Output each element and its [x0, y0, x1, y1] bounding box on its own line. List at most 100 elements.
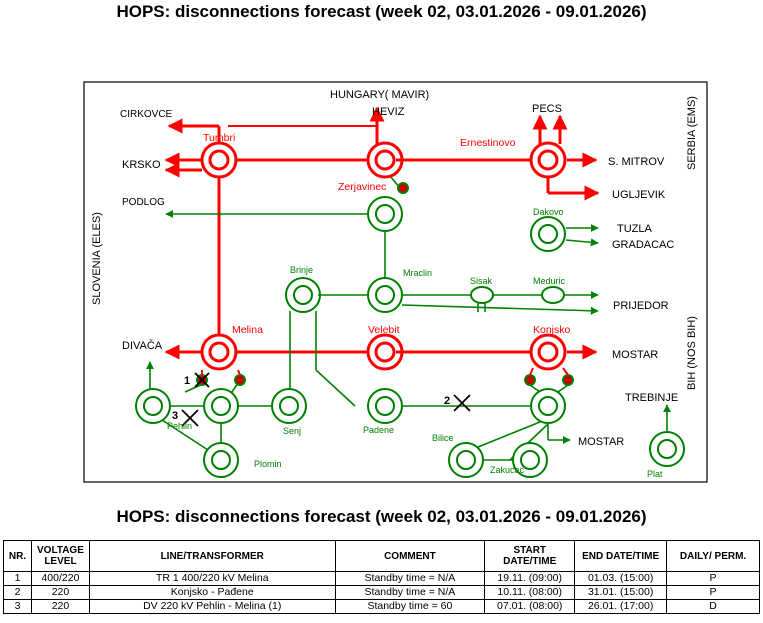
dest-ugljevik: UGLJEVIK	[612, 189, 666, 201]
station-zerjavinec[interactable]	[367, 196, 403, 232]
transformer-konjsko-2-icon	[562, 374, 574, 386]
header-line: LINE/TRANSFORMER	[88, 540, 336, 572]
header-start: START DATE/TIME	[484, 540, 576, 572]
outage-label-2: 2	[444, 395, 450, 407]
station-melina-220[interactable]	[203, 388, 239, 424]
table-title: HOPS: disconnections forecast (week 02, …	[116, 507, 647, 526]
header-start-line-2: DATE/TIME	[503, 556, 557, 567]
station-brinje[interactable]	[285, 277, 321, 313]
cell-daily: P	[666, 571, 760, 586]
station-heviz-node[interactable]	[366, 141, 404, 179]
label-plomin: Plomin	[254, 459, 282, 469]
table-header-row: NR. VOLTAGE LEVEL LINE/TRANSFORMER COMMEN…	[3, 540, 760, 572]
label-sisak: Sisak	[470, 276, 493, 286]
cell-voltage: 400/220	[30, 571, 90, 586]
disconnections-table: NR. VOLTAGE LEVEL LINE/TRANSFORMER COMMEN…	[3, 540, 760, 614]
station-plat[interactable]	[649, 431, 685, 467]
dest-divaca: DIVAČA	[122, 339, 163, 352]
dest-pecs: PECS	[532, 103, 562, 115]
label-pehlin: Pehlin	[167, 421, 192, 431]
label-ernestinovo: Ernestinovo	[460, 137, 516, 149]
dest-heviz: HEVIZ	[372, 106, 405, 118]
label-dakovo: Dakovo	[533, 207, 564, 217]
station-padene[interactable]	[367, 388, 403, 424]
station-meduric[interactable]	[541, 286, 565, 304]
cell-nr: 3	[3, 599, 32, 614]
station-tumbri[interactable]	[200, 141, 238, 179]
dest-gradacac: GRADACAC	[612, 239, 674, 251]
dest-tuzla: TUZLA	[617, 223, 653, 235]
dest-prijedor: PRIJEDOR	[613, 300, 669, 312]
lines-220kv	[146, 210, 671, 461]
station-mraclin[interactable]	[367, 277, 403, 313]
region-slovenia: SLOVENIA (ELES)	[91, 212, 103, 305]
header-start-line-1: START	[513, 545, 547, 556]
cell-end: 26.01. (17:00)	[574, 599, 668, 614]
cell-voltage: 220	[30, 599, 90, 614]
label-mraclin: Mraclin	[403, 268, 432, 278]
cell-end: 31.01. (15:00)	[574, 585, 668, 600]
station-pehlin[interactable]	[135, 388, 171, 424]
station-sisak[interactable]	[470, 286, 494, 304]
network-diagram: 1 2 3 HUNGARY( MAVIR) SERBIA (EMS) SLOVE…	[83, 81, 708, 483]
cell-comment: Standby time = 60	[334, 599, 486, 614]
label-konjsko: Konjsko	[533, 324, 571, 336]
station-konjsko-220[interactable]	[530, 388, 566, 424]
station-konjsko[interactable]	[529, 333, 567, 371]
lines-400kv	[164, 106, 600, 360]
header-daily: DAILY/ PERM.	[666, 540, 760, 572]
label-meduric: Meduric	[533, 276, 566, 286]
station-velebit[interactable]	[366, 333, 404, 371]
label-brinje: Brinje	[290, 265, 313, 275]
header-comment: COMMENT	[334, 540, 486, 572]
cell-start: 10.11. (08:00)	[484, 585, 576, 600]
station-zakucac[interactable]	[512, 442, 548, 478]
station-melina[interactable]	[200, 333, 238, 371]
station-dakovo[interactable]	[530, 216, 566, 252]
cell-line: TR 1 400/220 kV Melina	[88, 571, 336, 586]
transformer-melina-icon	[234, 374, 246, 386]
diagram-frame	[83, 81, 708, 483]
cell-comment: Standby time = N/A	[334, 585, 486, 600]
station-senj[interactable]	[271, 388, 307, 424]
cell-start: 19.11. (09:00)	[484, 571, 576, 586]
dest-mostar-1: MOSTAR	[612, 349, 658, 361]
cell-line: DV 220 kV Pehlin - Melina (1)	[88, 599, 336, 614]
table-row: 1 400/220 TR 1 400/220 kV Melina Standby…	[3, 571, 760, 586]
dest-krsko: KRSKO	[122, 159, 161, 171]
cell-daily: P	[666, 585, 760, 600]
outage-cross-icon	[181, 372, 471, 427]
page-title: HOPS: disconnections forecast (week 02, …	[116, 2, 647, 21]
table-row: 3 220 DV 220 kV Pehlin - Melina (1) Stan…	[3, 599, 760, 614]
label-senj: Senj	[283, 426, 301, 436]
header-voltage-line-1: VOLTAGE	[37, 545, 84, 556]
header-end: END DATE/TIME	[574, 540, 668, 572]
transformer-zerjavinec-icon	[397, 182, 409, 194]
dest-mostar-2: MOSTAR	[578, 436, 624, 448]
station-ernestinovo[interactable]	[529, 141, 567, 179]
cell-end: 01.03. (15:00)	[574, 571, 668, 586]
transformer-konjsko-1-icon	[524, 374, 536, 386]
header-voltage-line-2: LEVEL	[44, 556, 77, 567]
cell-daily: D	[666, 599, 760, 614]
cell-line: Konjsko - Pađene	[88, 585, 336, 600]
dest-trebinje: TREBINJE	[625, 392, 678, 404]
label-melina: Melina	[232, 324, 263, 336]
label-bilice: Bilice	[432, 433, 454, 443]
station-bilice[interactable]	[448, 442, 484, 478]
dest-s-mitrov: S. MITROV	[608, 156, 665, 168]
cell-nr: 2	[3, 585, 32, 600]
region-serbia: SERBIA (EMS)	[686, 96, 698, 170]
label-plat: Plat	[647, 469, 663, 479]
outage-label-1: 1	[184, 375, 190, 387]
station-plomin[interactable]	[203, 442, 239, 478]
dest-cirkovce: CIRKOVCE	[120, 109, 173, 120]
cell-start: 07.01. (08:00)	[484, 599, 576, 614]
cell-comment: Standby time = N/A	[334, 571, 486, 586]
label-padene: Padene	[363, 425, 394, 435]
label-zerjavinec: Zerjavinec	[338, 181, 386, 193]
header-voltage: VOLTAGE LEVEL	[30, 540, 90, 572]
dest-podlog: PODLOG	[122, 197, 165, 208]
table-row: 2 220 Konjsko - Pađene Standby time = N/…	[3, 585, 760, 600]
label-zakucac: Zakucac	[490, 465, 525, 475]
